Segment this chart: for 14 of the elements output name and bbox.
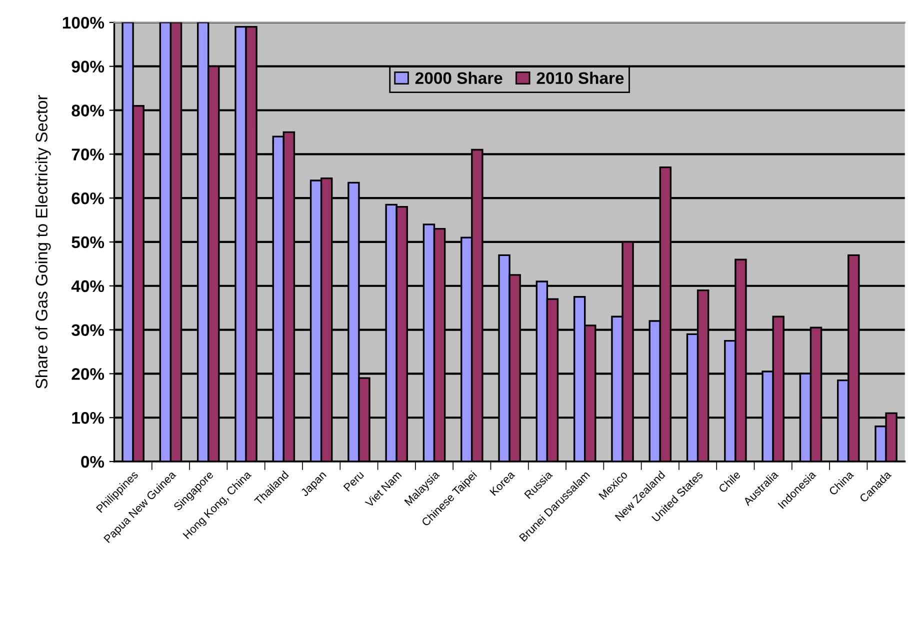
y-axis-title: Share of Gas Going to Electricity Sector (35, 94, 51, 388)
y-tick-label: 80% (72, 104, 104, 116)
y-tick-label: 20% (72, 368, 104, 380)
y-tick-label: 100% (62, 16, 104, 29)
y-tick-label: 0% (81, 456, 104, 468)
legend-label: 2010 Share (536, 72, 624, 84)
y-tick-label: 10% (72, 412, 104, 424)
legend-label: 2000 Share (415, 72, 502, 84)
y-tick-label: 40% (71, 280, 104, 292)
y-tick-label: 60% (72, 192, 104, 204)
y-tick-label: 70% (72, 148, 104, 160)
y-tick-label: 30% (72, 324, 104, 336)
y-tick-label: 90% (72, 60, 104, 73)
y-tick-label: 50% (72, 236, 104, 248)
